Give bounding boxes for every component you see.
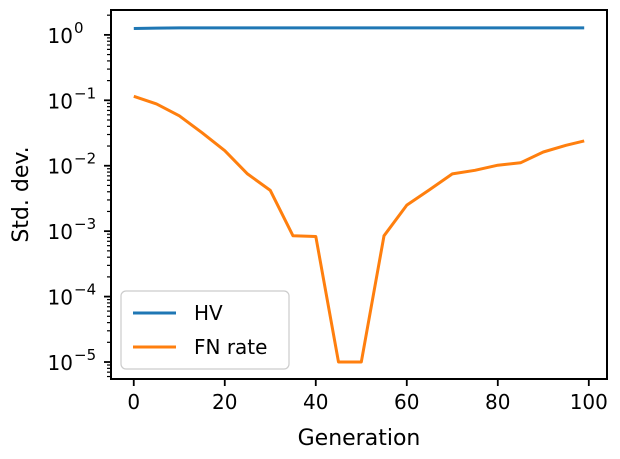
legend: HV FN rate — [120, 290, 290, 370]
x-tick-label: 60 — [394, 390, 419, 414]
legend-box — [120, 290, 290, 370]
plot-area — [133, 26, 585, 364]
y-tick-exponent: −5 — [74, 346, 96, 364]
y-tick-label: 10 — [48, 24, 73, 48]
y-tick-exponent: −3 — [74, 215, 96, 233]
y-tick-label: 10 — [48, 220, 73, 244]
legend-label-1: FN rate — [194, 335, 267, 359]
x-tick-label: 40 — [303, 390, 328, 414]
y-tick-exponent: 0 — [74, 19, 84, 37]
y-tick-exponent: −1 — [74, 84, 96, 102]
x-tick-label: 80 — [485, 390, 510, 414]
plot-frame — [110, 9, 608, 380]
series-line-1 — [133, 94, 585, 364]
y-tick-label: 10 — [48, 351, 73, 375]
y-tick-exponent: −4 — [74, 281, 96, 299]
series-line-0 — [133, 26, 585, 30]
x-axis: 0 20 40 60 80 100 — [127, 379, 608, 414]
y-minor-ticks — [107, 14, 111, 378]
x-tick-label: 20 — [212, 390, 237, 414]
x-tick-label: 0 — [127, 390, 140, 414]
y-tick-label: 10 — [48, 89, 73, 113]
x-tick-label: 100 — [570, 390, 608, 414]
y-tick-label: 10 — [48, 155, 73, 179]
x-axis-label: Generation — [298, 426, 421, 451]
y-tick-exponent: −2 — [74, 150, 96, 168]
y-axis-label: Std. dev. — [9, 146, 34, 242]
legend-label-0: HV — [194, 301, 223, 325]
y-tick-label: 10 — [48, 286, 73, 310]
